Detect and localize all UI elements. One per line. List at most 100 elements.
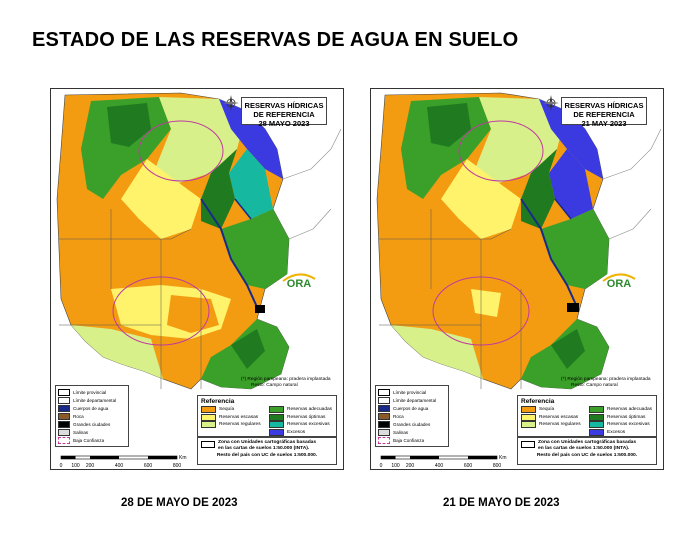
map-title-date: 28 MAYO 2023 — [258, 119, 310, 128]
zona-line1: Zona con Unidades cartográficas basadas — [538, 440, 637, 445]
legend-label: Sequía — [539, 407, 555, 413]
legend-item: Reservas adecuadas — [269, 406, 333, 414]
legend-label: Reservas adecuadas — [607, 407, 653, 413]
legend-label: Salinas — [73, 429, 89, 435]
map-title-line1: RESERVAS HÍDRICAS — [564, 101, 644, 110]
legend-swatch — [58, 436, 70, 444]
legend-swatch — [378, 404, 390, 412]
legend-swatch — [521, 421, 536, 429]
legend-swatch — [58, 396, 70, 404]
legend-swatch — [378, 388, 390, 396]
legend-swatch — [378, 436, 390, 444]
note-line1: (*) Región pampeana: pradera implantada — [561, 377, 651, 382]
legend-swatch — [378, 396, 390, 404]
zona-line3: Resto del país con UC de suelos 1:500.00… — [536, 453, 638, 458]
zona-swatch — [521, 441, 535, 448]
legend-item: Límite provincial — [58, 388, 126, 396]
scale-tick: 200 — [406, 463, 415, 469]
legend-item: Reservas escasas — [521, 413, 585, 422]
zona-line2: en las cartas de suelos 1:50.000 (INTA). — [538, 446, 630, 451]
map-title-line2: DE REFERENCIA — [253, 110, 315, 119]
ora-logo: ORA — [277, 267, 321, 291]
legend-item: Salinas — [58, 428, 126, 436]
legend-swatch — [589, 428, 604, 436]
legend-swatch — [269, 421, 284, 429]
scale-tick: 400 — [435, 463, 444, 469]
legend-item: Sequía — [521, 406, 585, 414]
map-title-line1: RESERVAS HÍDRICAS — [244, 101, 324, 110]
legend-swatch — [58, 404, 70, 412]
legend-swatch — [201, 421, 216, 429]
scale-tick: 0 — [380, 463, 383, 469]
legend-swatch — [378, 412, 390, 420]
legend-label: Límite provincial — [73, 389, 107, 395]
north-arrow-icon — [543, 95, 559, 111]
legend-label: Cuerpos de agua — [73, 405, 109, 411]
legend-spacer — [521, 429, 585, 437]
legend-title: Referencia — [521, 398, 555, 405]
ora-logo: ORA — [597, 267, 641, 291]
note-line2: Resto: Campo natural — [251, 383, 298, 388]
boundaries-legend: Límite provincial Límite departamental C… — [55, 385, 129, 447]
legend-swatch — [269, 406, 284, 414]
legend-item: Grandes ciudades — [58, 420, 126, 428]
legend-item: Reservas óptimas — [269, 413, 333, 422]
legend-item: Grandes ciudades — [378, 420, 446, 428]
soil-units-note: Zona con Unidades cartográficas basadas e… — [197, 437, 337, 465]
legend-label: Límite departamental — [393, 397, 437, 403]
legend-title: Referencia — [201, 398, 235, 405]
legend-label: Reservas escasas — [219, 414, 259, 420]
legend-item: Límite departamental — [58, 396, 126, 404]
legend-item: Reservas regulares — [201, 421, 265, 429]
note-line2: Resto: Campo natural — [571, 383, 618, 388]
reserves-legend: Referencia Sequía Reservas adecuadas Res… — [517, 395, 657, 437]
legend-swatch — [201, 406, 216, 414]
legend-label: Reservas adecuadas — [287, 407, 333, 413]
legend-label: Excesos — [607, 429, 626, 435]
legend-item: Salinas — [378, 428, 446, 436]
legend-label: Baja Confianza — [393, 437, 425, 443]
page-title: ESTADO DE LAS RESERVAS DE AGUA EN SUELO — [32, 29, 519, 51]
legend-item: Cuerpos de agua — [378, 404, 446, 412]
legend-swatch — [58, 388, 70, 396]
legend-item: Límite provincial — [378, 388, 446, 396]
map-panel-28-mayo: RESERVAS HÍDRICAS DE REFERENCIA 28 MAYO … — [50, 88, 344, 470]
legend-label: Roca — [393, 413, 404, 419]
legend-swatch — [58, 412, 70, 420]
scale-unit: Km — [499, 455, 507, 461]
map-title-box: RESERVAS HÍDRICAS DE REFERENCIA 28 MAYO … — [241, 97, 327, 128]
scale-tick: 600 — [144, 463, 153, 469]
legend-item: Reservas adecuadas — [589, 406, 653, 414]
legend-item: Reservas regulares — [521, 421, 585, 429]
zona-line2: en las cartas de suelos 1:50.000 (INTA). — [218, 446, 310, 451]
scale-bar: Km 0 100 200 400 600 800 — [377, 453, 507, 469]
map-title-date: 21 MAY 2023 — [581, 119, 627, 128]
legend-item: Límite departamental — [378, 396, 446, 404]
reserves-legend: Referencia Sequía Reservas adecuadas Res… — [197, 395, 337, 437]
legend-item: Baja Confianza — [378, 436, 446, 444]
legend-label: Cuerpos de agua — [393, 405, 429, 411]
legend-swatch — [589, 413, 604, 421]
map-panel-21-mayo: RESERVAS HÍDRICAS DE REFERENCIA 21 MAY 2… — [370, 88, 664, 470]
legend-item: Reservas excesivas — [589, 421, 653, 429]
map-caption-left: 28 DE MAYO DE 2023 — [121, 497, 238, 509]
legend-swatch — [378, 428, 390, 436]
legend-swatch — [589, 421, 604, 429]
zona-swatch — [201, 441, 215, 448]
scale-tick: 600 — [464, 463, 473, 469]
legend-label: Reservas regulares — [219, 422, 261, 428]
legend-swatch — [58, 420, 70, 428]
north-arrow-icon — [223, 95, 239, 111]
legend-swatch — [269, 413, 284, 421]
legend-label: Reservas escasas — [539, 414, 579, 420]
legend-label: Reservas óptimas — [607, 414, 646, 420]
legend-label: Salinas — [393, 429, 409, 435]
pasture-note: (*) Región pampeana: pradera implantada … — [561, 377, 657, 389]
boundaries-legend: Límite provincial Límite departamental C… — [375, 385, 449, 447]
map-title-line2: DE REFERENCIA — [573, 110, 635, 119]
legend-label: Reservas excesivas — [607, 422, 650, 428]
pasture-note: (*) Región pampeana: pradera implantada … — [241, 377, 337, 389]
legend-label: Grandes ciudades — [393, 421, 431, 427]
legend-swatch — [58, 428, 70, 436]
scale-tick: 0 — [60, 463, 63, 469]
